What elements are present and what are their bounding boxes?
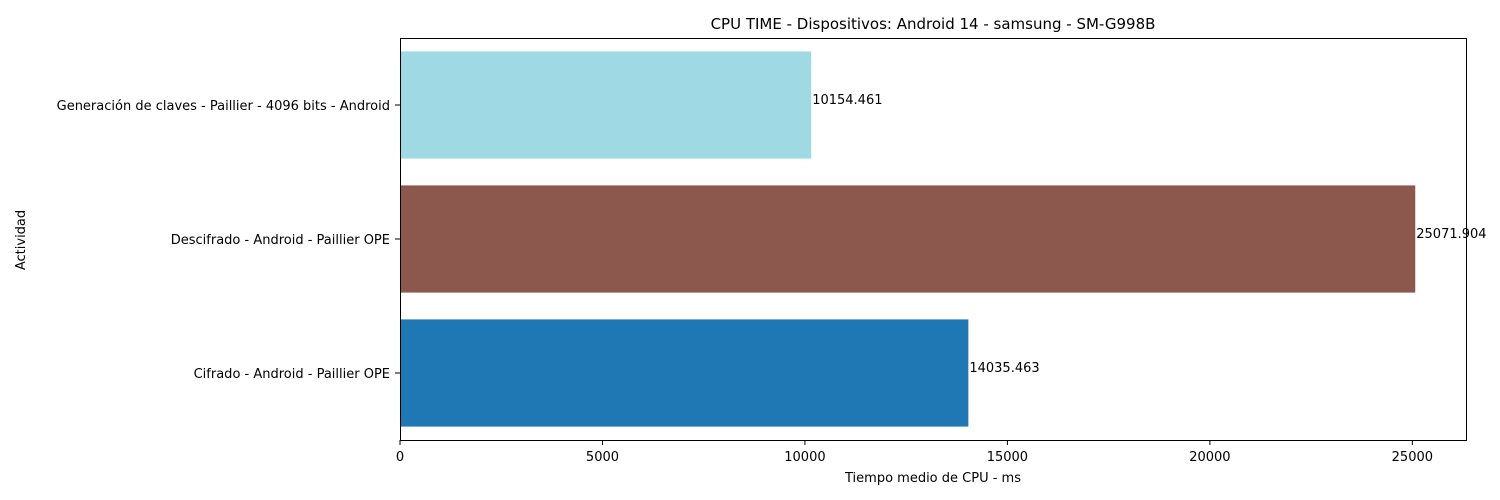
x-tick-label-4: 15000 [987, 450, 1028, 465]
bar-value-label-1: 10154.461 [812, 93, 882, 108]
x-tick-label-1: 0 [396, 450, 404, 465]
bar-3 [400, 319, 969, 427]
x-tick-label-6: 25000 [1392, 450, 1433, 465]
y-tick-label-2: Descifrado - Android - Paillier OPE [171, 233, 390, 248]
plot-frame [400, 38, 1467, 441]
x-tick-label-5: 20000 [1189, 450, 1230, 465]
y-axis-label: Actividad [14, 210, 29, 270]
chart-title: CPU TIME - Dispositivos: Android 14 - sa… [711, 15, 1156, 33]
bar-value-label-2: 25071.904 [1416, 227, 1486, 242]
y-tick-label-1: Generación de claves - Paillier - 4096 b… [57, 99, 390, 114]
x-tick-label-3: 10000 [784, 450, 825, 465]
x-axis-label: Tiempo medio de CPU - ms [844, 471, 1021, 486]
y-tick-label-3: Cifrado - Android - Paillier OPE [194, 367, 390, 382]
bar-1 [400, 51, 812, 159]
x-tick-label-2: 5000 [586, 450, 619, 465]
bar-value-label-3: 14035.463 [969, 361, 1039, 376]
bar-2 [400, 185, 1416, 293]
